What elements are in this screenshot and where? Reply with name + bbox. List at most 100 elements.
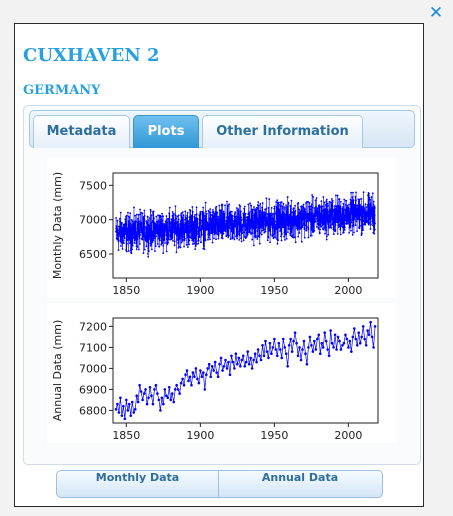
data-point: [115, 216, 117, 219]
data-point: [334, 228, 337, 231]
data-point: [227, 226, 230, 228]
data-point: [360, 234, 363, 236]
data-point: [322, 196, 325, 198]
data-point: [360, 219, 362, 221]
data-point: [167, 241, 170, 244]
data-point: [172, 217, 174, 220]
data-point: [342, 202, 345, 205]
data-point: [199, 221, 202, 224]
data-point: [229, 223, 232, 226]
data-point: [304, 224, 307, 227]
data-point: [173, 231, 176, 234]
data-point: [164, 220, 167, 223]
data-point: [155, 227, 158, 230]
data-point: [308, 335, 312, 339]
data-point: [213, 237, 215, 240]
data-point: [365, 213, 368, 216]
data-point: [168, 223, 171, 226]
data-point: [141, 228, 144, 230]
data-point: [342, 218, 345, 221]
data-point: [276, 211, 279, 214]
data-point: [150, 248, 153, 251]
data-point: [179, 381, 183, 385]
data-point: [334, 210, 336, 212]
data-point: [271, 221, 274, 224]
data-point: [209, 208, 211, 211]
data-point: [235, 224, 238, 226]
data-point: [204, 239, 207, 241]
data-point: [366, 219, 369, 222]
data-point: [231, 235, 234, 238]
data-point: [369, 198, 372, 201]
data-point: [277, 208, 280, 211]
data-point: [294, 220, 296, 223]
tab-other-information[interactable]: Other Information: [202, 115, 363, 148]
data-point: [272, 212, 274, 215]
data-point: [263, 214, 266, 217]
data-point: [260, 233, 263, 236]
data-point: [252, 214, 255, 217]
data-point: [325, 219, 328, 222]
data-point: [147, 219, 150, 222]
data-point: [135, 394, 138, 397]
data-point: [248, 230, 251, 233]
data-point: [213, 360, 217, 364]
data-point: [369, 202, 372, 205]
data-point: [202, 212, 205, 214]
data-point: [352, 200, 354, 203]
data-point: [238, 234, 241, 236]
data-point: [331, 199, 334, 202]
data-point: [347, 215, 350, 218]
tab-metadata[interactable]: Metadata: [33, 115, 130, 148]
data-point: [161, 236, 164, 238]
data-point: [150, 214, 153, 217]
data-point: [143, 218, 146, 221]
data-point: [348, 212, 351, 214]
close-icon[interactable]: ✕: [428, 3, 444, 23]
data-point: [296, 226, 299, 228]
data-point: [123, 235, 125, 237]
data-point: [262, 229, 265, 231]
data-point: [239, 205, 242, 208]
data-point: [121, 248, 124, 250]
data-point: [279, 229, 282, 232]
data-point: [333, 226, 336, 229]
data-point: [364, 203, 367, 206]
data-point: [165, 231, 167, 233]
data-point: [236, 225, 239, 228]
data-point: [147, 255, 150, 258]
data-point: [206, 367, 210, 370]
data-point: [142, 230, 145, 233]
data-point: [350, 199, 353, 202]
data-point: [301, 348, 304, 351]
data-point: [165, 229, 167, 232]
annual-data-button[interactable]: Annual Data: [261, 471, 339, 484]
data-point: [214, 229, 217, 232]
data-point: [305, 225, 308, 228]
data-point: [119, 220, 121, 223]
data-point: [191, 220, 194, 223]
data-point: [173, 388, 177, 391]
data-point: [157, 229, 160, 232]
data-point: [291, 226, 294, 229]
data-point: [117, 225, 120, 228]
monthly-data-button[interactable]: Monthly Data: [57, 471, 219, 497]
data-point: [245, 228, 247, 231]
data-point: [307, 236, 310, 239]
data-point: [186, 236, 189, 239]
data-point: [210, 228, 213, 231]
tab-plots[interactable]: Plots: [133, 115, 199, 148]
data-point: [179, 220, 182, 223]
data-point: [242, 224, 245, 227]
data-point: [371, 222, 374, 224]
data-point: [169, 398, 173, 402]
data-point: [281, 205, 284, 208]
data-point: [211, 214, 213, 216]
data-point: [149, 208, 152, 211]
data-point: [253, 212, 256, 215]
data-point: [343, 226, 346, 229]
data-point: [117, 240, 120, 243]
data-point: [123, 227, 126, 230]
data-point: [304, 210, 307, 213]
data-point: [250, 233, 252, 235]
